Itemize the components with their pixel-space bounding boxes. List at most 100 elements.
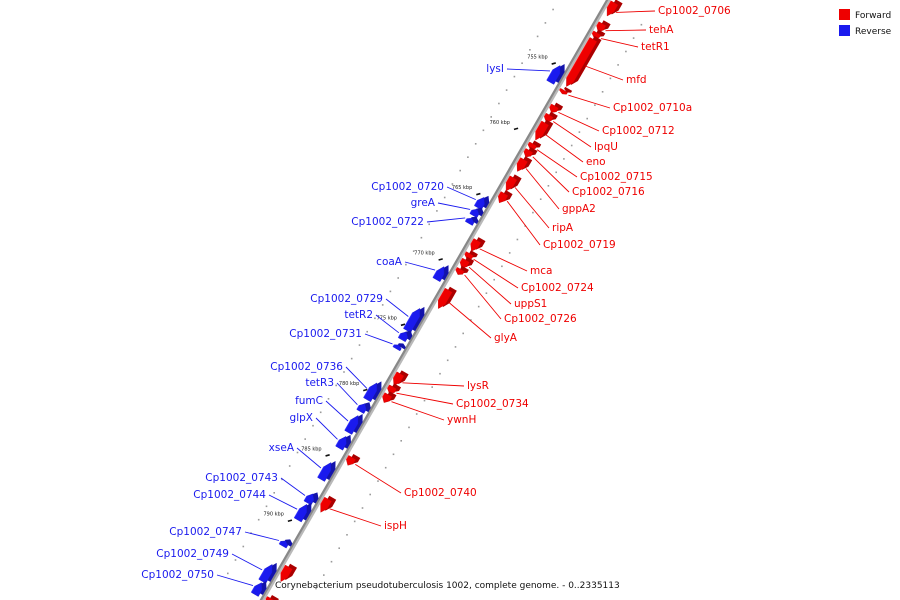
- backbone-shadow: [260, 0, 611, 600]
- gene-label[interactable]: Cp1002_0743: [205, 472, 278, 484]
- gene-label[interactable]: ispH: [384, 520, 407, 532]
- forward-gene[interactable]: [559, 86, 573, 95]
- gene-label[interactable]: Cp1002_0749: [156, 548, 229, 560]
- gene-label[interactable]: Cp1002_0719: [543, 239, 616, 251]
- gene-highlight: [527, 141, 531, 146]
- gene-label[interactable]: lpqU: [594, 141, 618, 153]
- reverse-gene[interactable]: [278, 539, 293, 549]
- forward-gene[interactable]: [523, 147, 538, 158]
- track-dot: [400, 440, 402, 442]
- reverse-gene[interactable]: [464, 216, 479, 226]
- gene-label[interactable]: ywnH: [447, 414, 476, 426]
- gene-label[interactable]: Cp1002_0740: [404, 487, 477, 499]
- reverse-gene[interactable]: [473, 195, 490, 211]
- forward-gene[interactable]: [516, 156, 533, 172]
- tick-label: 770 kbp: [414, 250, 434, 256]
- gene-label[interactable]: gppA2: [562, 203, 596, 215]
- gene-label[interactable]: Cp1002_0726: [504, 313, 577, 325]
- track-dot: [428, 223, 430, 226]
- reverse-gene[interactable]: [397, 330, 413, 343]
- track-dot: [384, 466, 387, 469]
- reverse-gene[interactable]: [335, 434, 351, 451]
- forward-gene[interactable]: [320, 495, 337, 513]
- reverse-gene[interactable]: [250, 581, 267, 597]
- forward-gene[interactable]: [606, 0, 623, 17]
- gene-highlight: [473, 199, 479, 207]
- track-dot: [335, 384, 337, 387]
- forward-gene[interactable]: [280, 563, 297, 582]
- reverse-gene[interactable]: [303, 492, 319, 506]
- forward-gene[interactable]: [387, 383, 402, 394]
- gene-label[interactable]: Cp1002_0710a: [613, 102, 692, 114]
- gene-features: [250, 0, 623, 600]
- forward-gene[interactable]: [392, 370, 409, 386]
- gene-label[interactable]: Cp1002_0706: [658, 5, 731, 17]
- gene-label[interactable]: mfd: [626, 74, 647, 86]
- gene-label[interactable]: lysI: [486, 63, 504, 75]
- forward-gene[interactable]: [437, 286, 457, 309]
- gene-label[interactable]: lysR: [467, 380, 489, 392]
- reverse-gene[interactable]: [546, 64, 565, 85]
- gene-label[interactable]: uppS1: [514, 298, 547, 310]
- gene-label[interactable]: tetR3: [305, 377, 334, 389]
- gene-highlight: [535, 120, 543, 133]
- gene-label[interactable]: tetR1: [641, 41, 670, 53]
- reverse-gene[interactable]: [363, 381, 382, 403]
- leader-line: [345, 366, 368, 389]
- gene-label[interactable]: glpX: [290, 412, 313, 424]
- gene-label[interactable]: Cp1002_0715: [580, 171, 653, 183]
- gene-label[interactable]: eno: [586, 156, 606, 168]
- forward-gene[interactable]: [596, 20, 611, 32]
- leader-line: [479, 248, 528, 272]
- forward-gene[interactable]: [535, 119, 554, 141]
- forward-gene[interactable]: [459, 256, 475, 269]
- gene-label[interactable]: Cp1002_0720: [371, 181, 444, 193]
- reverse-gene[interactable]: [344, 414, 363, 435]
- reverse-gene[interactable]: [356, 402, 371, 414]
- gene-label[interactable]: Cp1002_0747: [169, 526, 242, 538]
- gene-label[interactable]: Cp1002_0744: [193, 489, 266, 501]
- gene-label[interactable]: Cp1002_0729: [310, 293, 383, 305]
- forward-gene[interactable]: [265, 595, 279, 600]
- gene-label[interactable]: mca: [530, 265, 552, 277]
- forward-gene[interactable]: [543, 111, 558, 123]
- gene-label[interactable]: fumC: [295, 395, 323, 407]
- forward-gene[interactable]: [591, 29, 606, 39]
- forward-gene[interactable]: [505, 174, 522, 192]
- reverse-gene[interactable]: [258, 562, 277, 584]
- track-dot: [408, 426, 410, 429]
- gene-label[interactable]: Cp1002_0724: [521, 282, 594, 294]
- track-dot: [570, 144, 573, 147]
- gene-label[interactable]: Cp1002_0722: [351, 216, 424, 228]
- forward-gene[interactable]: [497, 190, 513, 204]
- gene-label[interactable]: glyA: [494, 332, 518, 344]
- gene-label[interactable]: ripA: [552, 222, 574, 234]
- gene-label[interactable]: Cp1002_0736: [270, 361, 343, 373]
- forward-gene[interactable]: [565, 36, 602, 87]
- forward-gene[interactable]: [549, 102, 564, 113]
- gene-label[interactable]: greA: [411, 197, 436, 209]
- forward-gene[interactable]: [455, 265, 469, 275]
- gene-label[interactable]: tehA: [649, 24, 674, 36]
- forward-gene[interactable]: [345, 454, 361, 466]
- reverse-gene[interactable]: [392, 343, 406, 352]
- gene-label[interactable]: Cp1002_0750: [141, 569, 214, 581]
- reverse-gene[interactable]: [403, 306, 425, 333]
- gene-label[interactable]: coaA: [376, 256, 403, 268]
- gene-label[interactable]: tetR2: [344, 309, 373, 321]
- gene-highlight: [392, 371, 398, 379]
- gene-label[interactable]: Cp1002_0712: [602, 125, 675, 137]
- gene-label[interactable]: Cp1002_0734: [456, 398, 529, 410]
- reverse-gene[interactable]: [293, 502, 312, 523]
- leader-line: [446, 186, 476, 201]
- track-dot: [415, 413, 418, 415]
- leader-line: [616, 10, 656, 13]
- gene-label[interactable]: Cp1002_0716: [572, 186, 645, 198]
- forward-gene[interactable]: [382, 391, 397, 403]
- gene-label[interactable]: xseA: [269, 442, 295, 454]
- forward-gene[interactable]: [470, 237, 486, 252]
- reverse-gene[interactable]: [317, 461, 336, 482]
- track-dot: [377, 480, 379, 482]
- reverse-gene[interactable]: [432, 265, 449, 282]
- gene-label[interactable]: Cp1002_0731: [289, 328, 362, 340]
